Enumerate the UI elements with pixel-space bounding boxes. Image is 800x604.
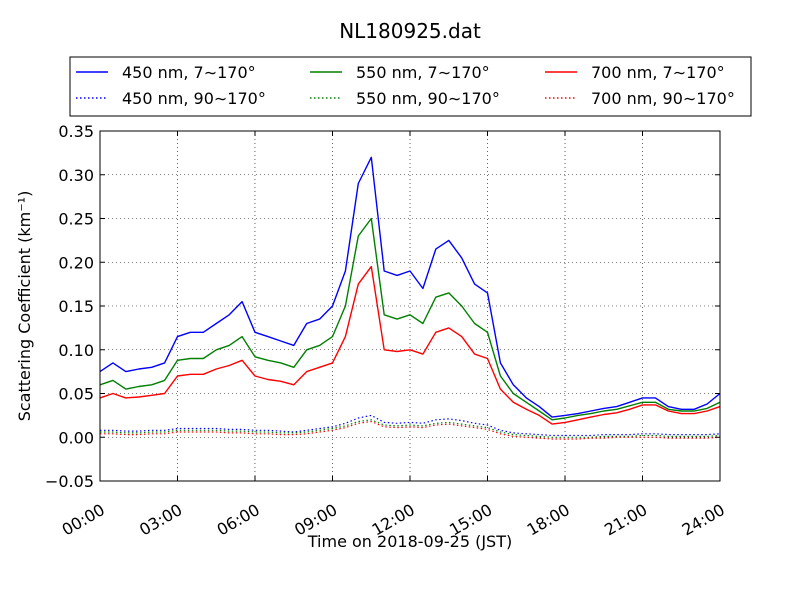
x-axis-label: Time on 2018-09-25 (JST) (307, 532, 512, 551)
legend-label-6: 700 nm, 90∼170° (591, 89, 735, 108)
legend-label-2: 550 nm, 7∼170° (356, 63, 490, 82)
legend-label-3: 700 nm, 7∼170° (591, 63, 725, 82)
x-tick-label: 00:00 (59, 500, 108, 540)
legend-label-4: 450 nm, 90∼170° (122, 89, 266, 108)
y-axis-label: Scattering Coefficient (km⁻¹) (15, 191, 34, 422)
series-line-6 (100, 420, 721, 440)
y-tick-label: 0.20 (58, 253, 94, 272)
series-line-5 (100, 419, 721, 438)
chart-title: NL180925.dat (339, 19, 481, 43)
legend-label-1: 450 nm, 7∼170° (122, 63, 256, 82)
y-tick-label: 0.35 (58, 122, 94, 141)
y-tick-label: 0.30 (58, 166, 94, 185)
series-line-1 (99, 156, 721, 418)
y-tick-label: 0.10 (58, 341, 94, 360)
series-group (99, 156, 721, 440)
y-tick-label: 0.00 (58, 428, 94, 447)
series-line-3 (99, 265, 721, 425)
y-tick-label: 0.15 (58, 297, 94, 316)
x-tick-label: 03:00 (136, 500, 185, 540)
series-line-2 (99, 217, 721, 421)
x-tick-label: 21:00 (601, 500, 650, 540)
y-tick-label: −0.05 (45, 472, 94, 491)
legend-box (69, 56, 752, 117)
ticks: 00:00 03:00 06:00 09:00 12:00 15:00 18:00 21:00… (45, 122, 728, 540)
x-tick-label: 24:00 (679, 500, 728, 540)
legend-label-5: 550 nm, 90∼170° (356, 89, 500, 108)
legend: 450 nm, 7∼170° 550 nm, 7∼170° 700 nm, 7∼17… (69, 56, 752, 117)
y-tick-label: 0.25 (58, 210, 94, 229)
y-tick-label: 0.05 (58, 385, 94, 404)
x-tick-label: 18:00 (524, 500, 573, 540)
x-tick-label: 06:00 (214, 500, 263, 540)
